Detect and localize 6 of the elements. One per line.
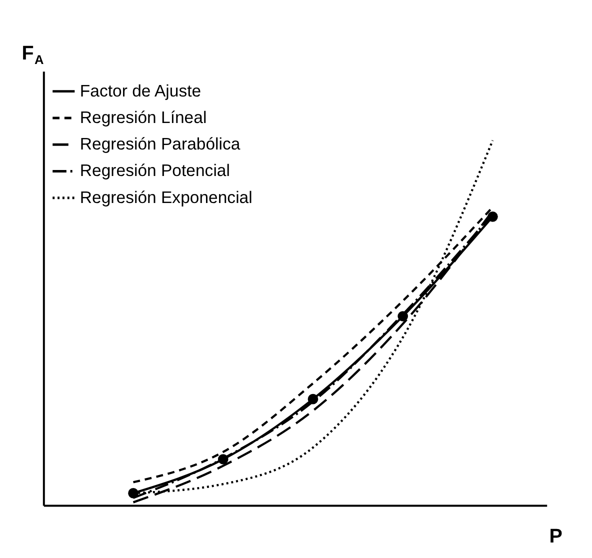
legend-label: Regresión Exponencial — [80, 188, 252, 207]
legend-label: Regresión Potencial — [80, 161, 230, 180]
legend-label: Regresión Parabólica — [80, 134, 241, 154]
legend-label: Regresión Líneal — [80, 108, 207, 127]
x-axis-title: P — [549, 526, 562, 548]
legend-label: Factor de Ajuste — [80, 81, 202, 100]
